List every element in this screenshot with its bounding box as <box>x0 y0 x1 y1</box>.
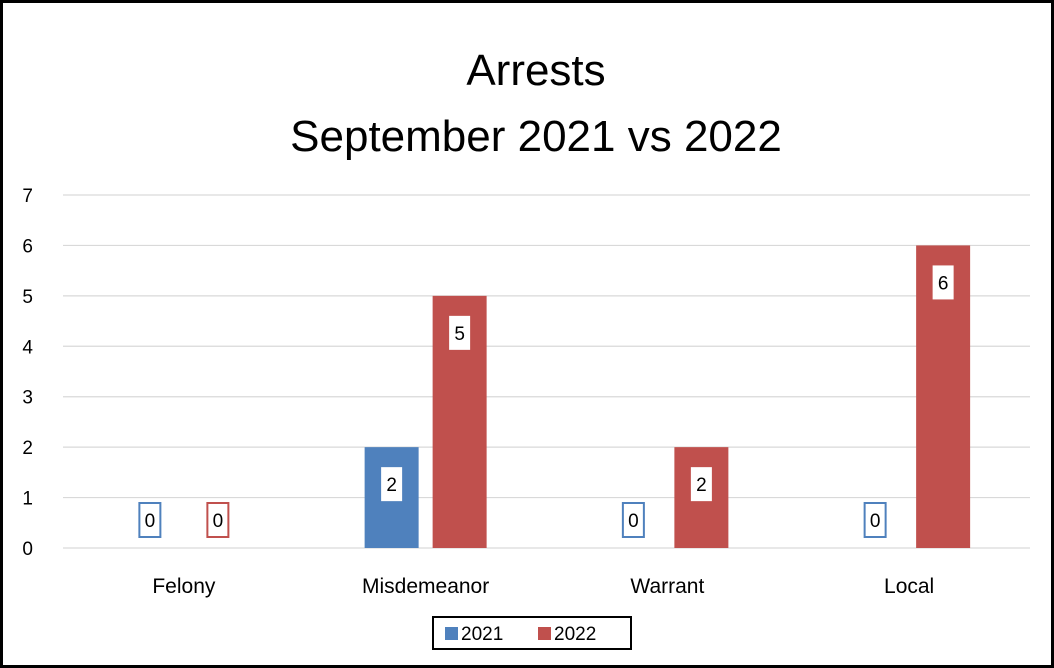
chart-title-line-2: September 2021 vs 2022 <box>290 112 782 161</box>
data-label-box-2021-warrant <box>621 502 645 538</box>
data-labels: 0 0 2 5 0 2 0 6 <box>138 265 954 538</box>
y-tick-label-0: 0 <box>22 539 33 560</box>
legend-box <box>432 616 632 650</box>
category-label-warrant: Warrant <box>630 575 704 598</box>
chart-title: Arrests September 2021 vs 2022 <box>290 46 782 161</box>
data-label-2022-felony: 0 <box>213 511 224 532</box>
data-label-box-2022-misdemeanor <box>449 315 471 350</box>
data-label-2022-local: 6 <box>938 273 949 294</box>
category-label-local: Local <box>884 575 934 598</box>
data-label-box-2021-felony <box>138 502 162 538</box>
data-label-box-2021-local <box>863 502 887 538</box>
y-tick-label-2: 2 <box>22 438 33 459</box>
legend-swatch-2021 <box>445 627 458 640</box>
y-tick-label-4: 4 <box>22 337 33 358</box>
data-label-2021-warrant: 0 <box>628 511 639 532</box>
data-label-2021-felony: 0 <box>145 511 156 532</box>
legend-label-2021: 2021 <box>461 624 503 645</box>
legend: 2021 2022 <box>432 616 632 650</box>
x-axis-categories: Felony Misdemeanor Warrant Local <box>152 575 934 598</box>
data-label-box-2022-warrant <box>690 467 712 502</box>
y-tick-label-6: 6 <box>22 236 33 257</box>
category-label-felony: Felony <box>152 575 216 598</box>
y-tick-label-3: 3 <box>22 388 33 409</box>
legend-label-2022: 2022 <box>554 624 596 645</box>
data-label-2021-local: 0 <box>870 511 881 532</box>
chart-title-line-1: Arrests <box>466 46 605 95</box>
y-axis-ticks: 0 1 2 3 4 5 6 7 <box>22 186 33 560</box>
data-label-box-2022-local <box>932 265 954 300</box>
category-label-misdemeanor: Misdemeanor <box>362 575 489 598</box>
data-label-2022-misdemeanor: 5 <box>454 324 465 345</box>
bar-chart: Arrests September 2021 vs 2022 01234567 … <box>22 46 1030 650</box>
data-label-2021-misdemeanor: 2 <box>386 475 397 496</box>
legend-swatch-2022 <box>538 627 551 640</box>
y-tick-label-1: 1 <box>22 489 33 510</box>
data-label-box-2022-felony <box>206 502 230 538</box>
y-tick-label-7: 7 <box>22 186 33 207</box>
data-label-2022-warrant: 2 <box>696 475 707 496</box>
gridlines <box>63 194 1030 549</box>
y-tick-label-5: 5 <box>22 287 33 308</box>
data-label-box-2021-misdemeanor <box>381 467 403 502</box>
